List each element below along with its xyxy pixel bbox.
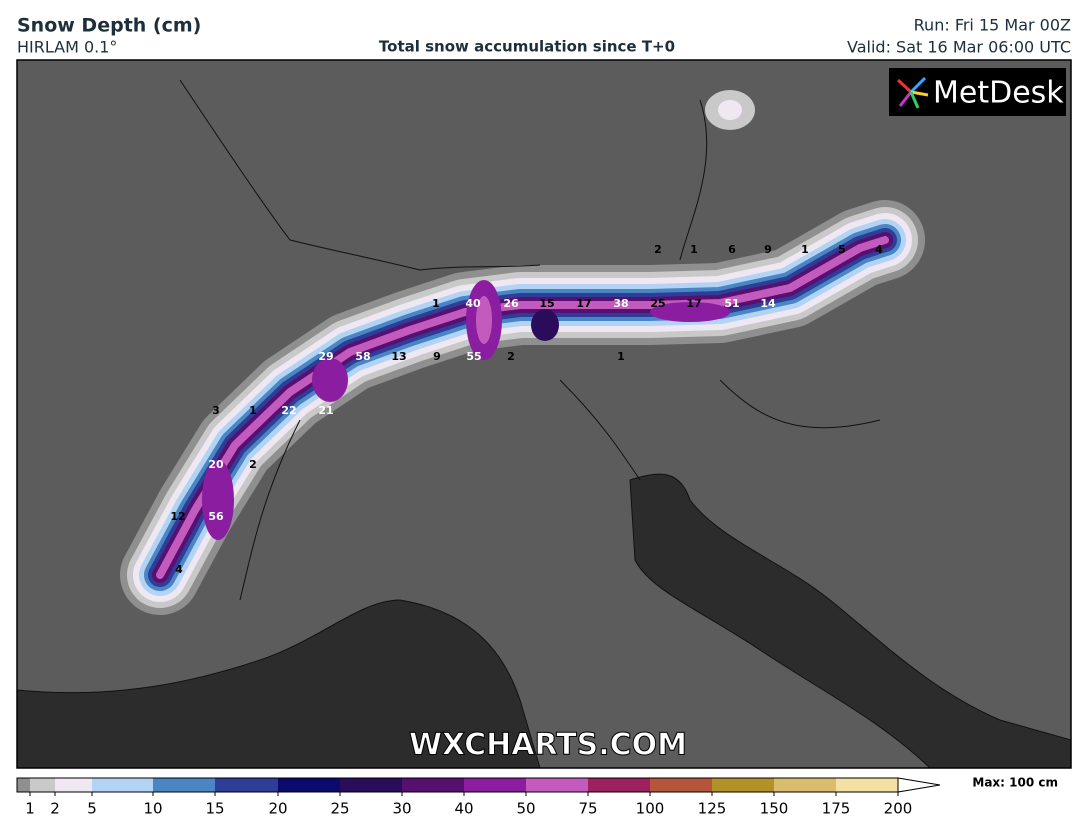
map-label: 5 [838, 243, 846, 256]
map-label: 2 [507, 350, 515, 363]
colorbar-label: 20 [268, 800, 287, 818]
map [17, 60, 1071, 768]
snow-contour [476, 296, 492, 344]
colorbar-segment [55, 778, 92, 792]
colorbar-segment [153, 778, 215, 792]
map-label: 22 [281, 404, 296, 417]
map-label: 17 [576, 297, 591, 310]
map-label: 56 [208, 510, 224, 523]
map-label: 4 [875, 243, 883, 256]
snow-contour [312, 358, 348, 402]
colorbar-segment [215, 778, 278, 792]
colorbar-label: 40 [454, 800, 473, 818]
max-label: Max: 100 cm [972, 776, 1058, 790]
map-label: 1 [249, 404, 257, 417]
sea [17, 599, 541, 768]
map-label: 51 [724, 297, 739, 310]
colorbar-label: 2 [50, 800, 60, 818]
colorbar-segment [650, 778, 712, 792]
map-label: 29 [318, 350, 333, 363]
map-frame [16, 59, 1072, 769]
colorbar-label: 125 [698, 800, 727, 818]
map-label: 26 [503, 297, 519, 310]
map-label: 25 [650, 297, 665, 310]
colorbar-segment [588, 778, 650, 792]
map-label: 1 [690, 243, 698, 256]
model: HIRLAM 0.1° [17, 38, 117, 57]
colorbar-label: 5 [87, 800, 97, 818]
colorbar-segment [464, 778, 526, 792]
border [179, 79, 881, 601]
map-label: 2 [654, 243, 662, 256]
snow-field [120, 90, 925, 615]
subtitle: Total snow accumulation since T+0 [379, 38, 675, 56]
map-label: 12 [170, 510, 185, 523]
map-label: 1 [432, 297, 440, 310]
colorbar-segment [526, 778, 588, 792]
logo-icon [896, 76, 929, 109]
colorbar-segment [836, 778, 898, 792]
map-label: 9 [433, 350, 441, 363]
snow-contour [531, 309, 559, 341]
colorbar-label: 200 [884, 800, 913, 818]
map-label: 4 [175, 563, 183, 576]
title: Snow Depth (cm) [17, 15, 201, 37]
watermark: WXCHARTS.COM [409, 728, 687, 763]
map-label: 13 [391, 350, 406, 363]
land [17, 60, 1071, 768]
colorbar-segment [30, 778, 55, 792]
snow-contour [718, 100, 742, 120]
snow-contour [650, 302, 730, 322]
colorbar-label: 175 [822, 800, 851, 818]
map-label: 6 [728, 243, 736, 256]
colorbar-label: 150 [760, 800, 789, 818]
map-label: 58 [355, 350, 370, 363]
colorbar: 1 2 5 10 15 20 25 30 40 50 75 100 125 150 175 200 [16, 777, 941, 818]
colorbar-segment [402, 778, 464, 792]
colorbar-label: 100 [636, 800, 665, 818]
colorbar-extension [897, 777, 941, 793]
colorbar-segment [712, 778, 774, 792]
map-label: 17 [686, 297, 701, 310]
map-label: 15 [539, 297, 554, 310]
snow-contour [202, 460, 234, 540]
colorbar-label: 30 [392, 800, 411, 818]
map-label: 1 [617, 350, 625, 363]
colorbar-segment [17, 778, 30, 792]
colorbar-segment [774, 778, 836, 792]
valid: Valid: Sat 16 Mar 06:00 UTC [847, 38, 1071, 57]
map-label: 55 [466, 350, 481, 363]
colorbar-label: 75 [578, 800, 597, 818]
colorbar-label: 50 [516, 800, 535, 818]
map-label: 38 [613, 297, 628, 310]
map-label: 3 [212, 404, 220, 417]
colorbar-label: 1 [25, 800, 35, 818]
map-label: 20 [208, 458, 224, 471]
colorbar-segment [340, 778, 402, 792]
map-label: 21 [318, 404, 333, 417]
colorbar-frame [16, 777, 899, 793]
colorbar-label: 25 [330, 800, 349, 818]
map-label: 9 [764, 243, 772, 256]
sea [629, 473, 1071, 768]
logo-text: MetDesk [933, 76, 1064, 111]
map-label: 40 [465, 297, 481, 310]
run: Run: Fri 15 Mar 00Z [914, 16, 1071, 35]
map-label: 2 [249, 458, 257, 471]
map-label: 14 [760, 297, 776, 310]
colorbar-label: 10 [143, 800, 162, 818]
colorbar-segment [92, 778, 153, 792]
colorbar-segment [278, 778, 340, 792]
colorbar-label: 15 [205, 800, 224, 818]
map-label: 1 [801, 243, 809, 256]
